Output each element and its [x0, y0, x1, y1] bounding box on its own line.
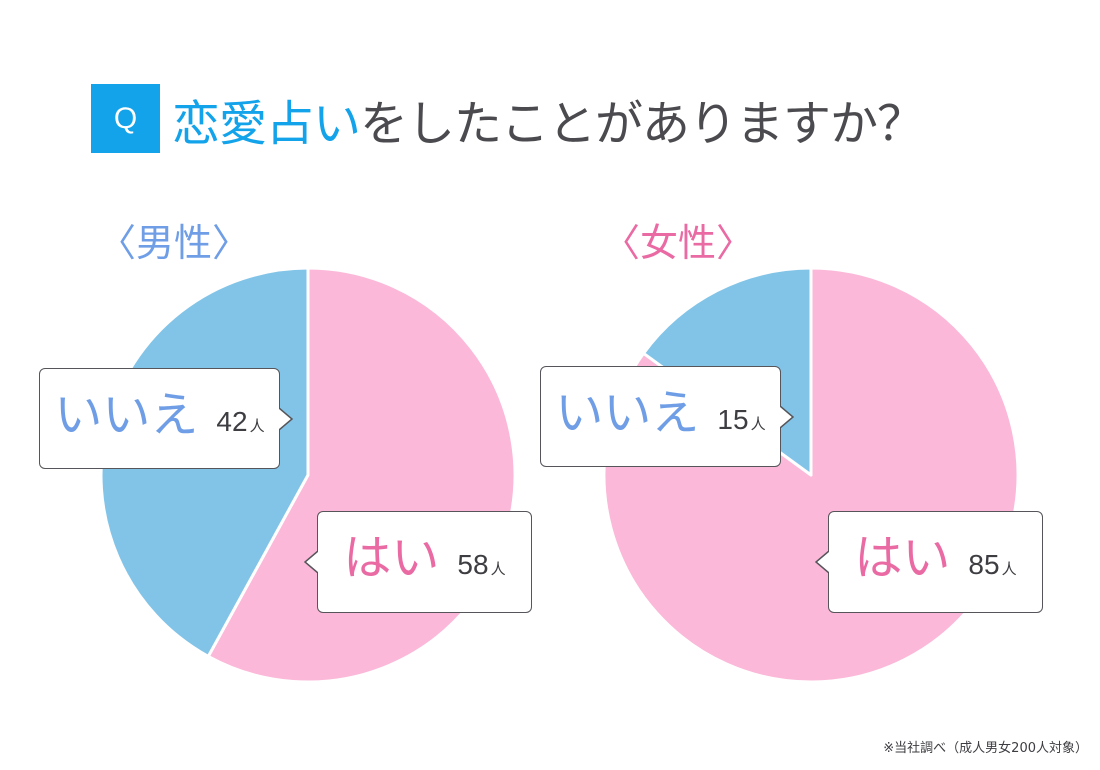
male-yes-callout: はい 58 人: [304, 511, 532, 613]
female-no-count: 15: [717, 404, 749, 435]
callout-pointer-icon: [780, 406, 794, 428]
male-yes-unit: 人: [490, 560, 506, 578]
female-yes-count: 85: [968, 549, 1000, 580]
question-title: 恋愛占いをしたことがありますか？: [172, 84, 925, 154]
survey-footnote: ※当社調べ（成人男女200人対象）: [883, 741, 1088, 756]
callout-pointer-icon: [815, 551, 829, 573]
question-header: Q 恋愛占いをしたことがありますか？: [91, 84, 925, 154]
female-group-label: 〈女性〉: [602, 221, 755, 265]
male-yes-label: はい: [343, 530, 440, 586]
male-pie-chart: [99, 266, 517, 684]
female-no-unit: 人: [750, 415, 766, 433]
male-group-label: 〈男性〉: [98, 221, 251, 265]
callout-pointer-icon: [304, 551, 318, 573]
male-no-count: 42: [216, 406, 248, 437]
male-no-callout: いいえ 42 人: [39, 368, 293, 469]
question-title-accent: 恋愛占い: [172, 95, 361, 152]
male-no-unit: 人: [249, 417, 265, 435]
female-no-callout: いいえ 15 人: [540, 366, 794, 467]
female-yes-callout: はい 85 人: [815, 511, 1043, 613]
callout-pointer-icon: [279, 408, 293, 430]
male-yes-count: 58: [457, 549, 489, 580]
question-badge: Q: [91, 84, 160, 153]
female-yes-unit: 人: [1001, 560, 1017, 578]
male-no-label: いいえ: [54, 387, 199, 443]
female-pie-chart: [602, 266, 1020, 684]
female-no-label: いいえ: [555, 385, 700, 441]
question-title-rest: をしたことがありますか？: [360, 95, 925, 152]
female-yes-label: はい: [854, 530, 951, 586]
